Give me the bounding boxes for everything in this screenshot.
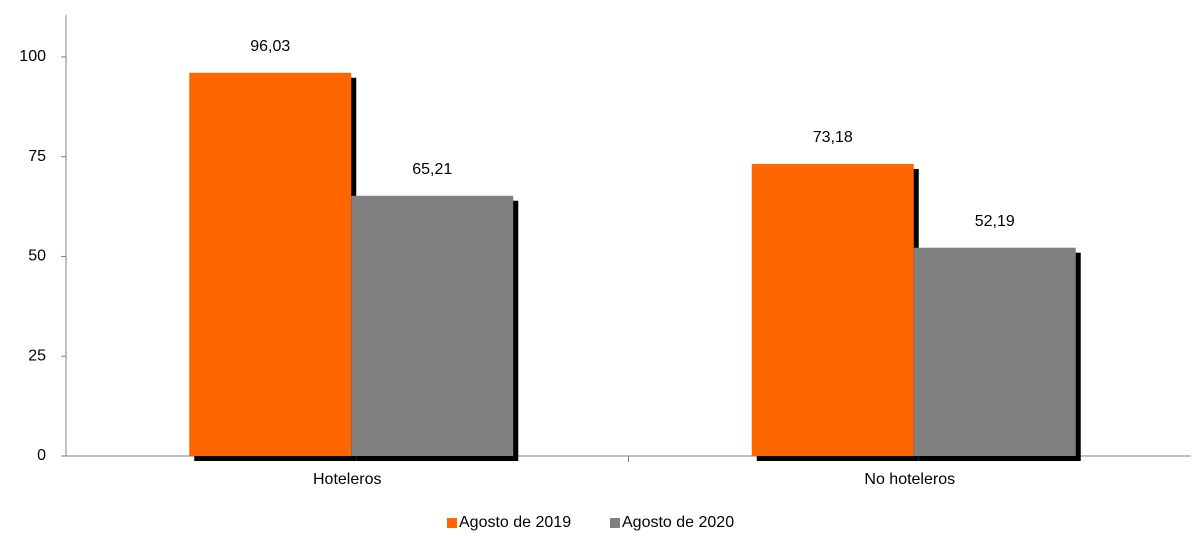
bar bbox=[351, 195, 514, 457]
bar bbox=[913, 247, 1076, 456]
legend-label: Agosto de 2019 bbox=[459, 514, 571, 531]
value-label: 65,21 bbox=[412, 161, 452, 178]
bar bbox=[751, 163, 914, 457]
x-tick-label: No hoteleros bbox=[864, 471, 955, 488]
y-tick-label: 0 bbox=[37, 447, 46, 464]
legend-label: Agosto de 2020 bbox=[622, 514, 734, 531]
y-tick-label: 75 bbox=[28, 148, 46, 165]
value-label: 96,03 bbox=[250, 38, 290, 55]
y-tick-label: 50 bbox=[28, 248, 46, 265]
y-tick-label: 25 bbox=[28, 347, 46, 364]
y-tick-label: 100 bbox=[19, 48, 46, 65]
value-label: 73,18 bbox=[813, 129, 853, 146]
value-label: 52,19 bbox=[975, 213, 1015, 230]
legend-swatch bbox=[447, 518, 457, 528]
legend-swatch bbox=[610, 518, 620, 528]
bar bbox=[189, 72, 352, 457]
x-tick-label: Hoteleros bbox=[313, 471, 381, 488]
